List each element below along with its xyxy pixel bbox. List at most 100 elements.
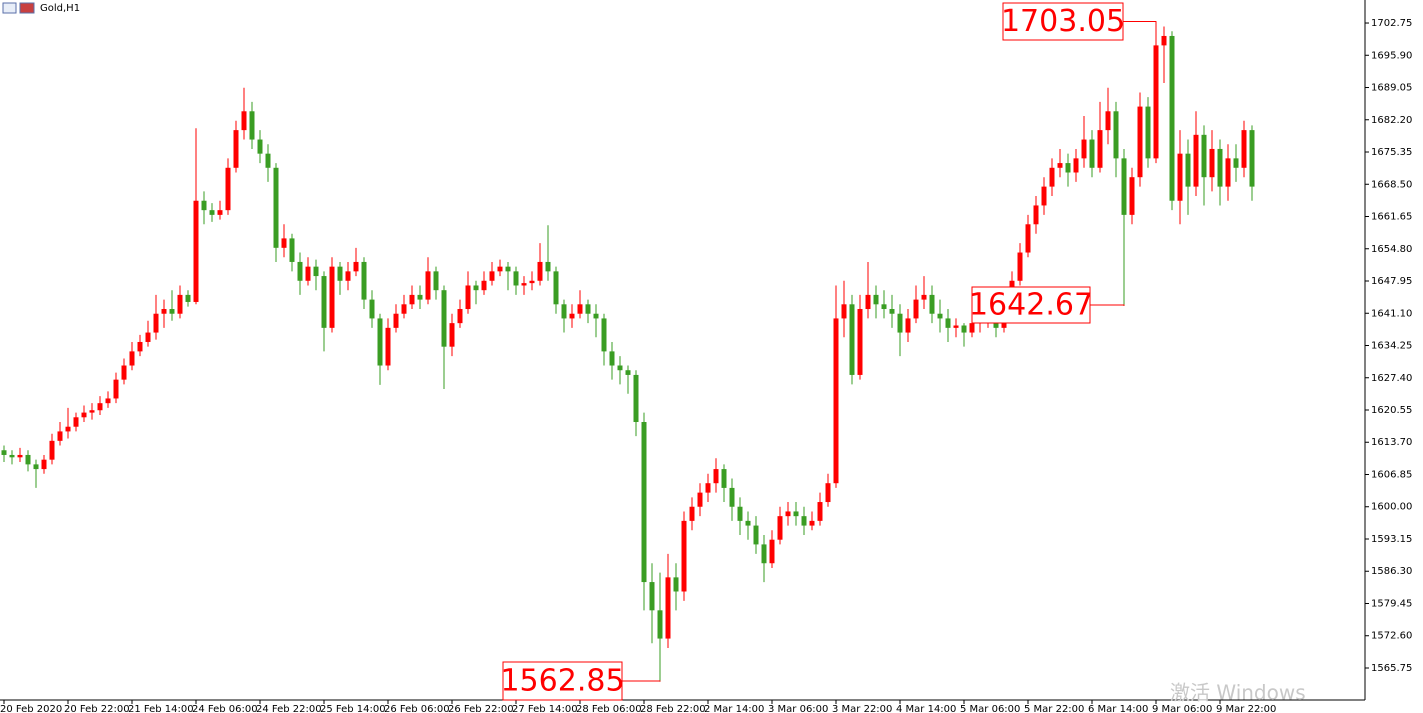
x-tick-label: 20 Feb 22:00 <box>64 704 130 713</box>
candle-body <box>233 130 239 168</box>
candle-body <box>1113 111 1119 159</box>
candle-body <box>769 539 775 564</box>
y-tick-label: 1647.95 <box>1371 276 1412 287</box>
candle-body <box>801 516 807 526</box>
candle-body <box>1105 111 1111 131</box>
candle-body <box>601 318 607 352</box>
candle-body <box>273 167 279 248</box>
watermark: 激活 Windows <box>1170 681 1306 705</box>
candle-body <box>465 285 471 310</box>
candle-body <box>361 261 367 300</box>
y-tick-label: 1634.25 <box>1371 341 1412 352</box>
candle-body <box>393 313 399 328</box>
candle-body <box>905 318 911 333</box>
candle-body <box>401 304 407 314</box>
y-tick-label: 1586.30 <box>1371 566 1412 577</box>
candle-body <box>1073 158 1079 173</box>
candle-body <box>969 323 975 333</box>
candle-body <box>641 422 647 583</box>
x-tick-label: 24 Feb 22:00 <box>256 704 322 713</box>
candle-body <box>129 351 135 366</box>
candle-body <box>1201 134 1207 178</box>
candle-body <box>145 332 151 342</box>
candle-body <box>961 325 967 333</box>
candle-body <box>217 210 223 215</box>
candle-body <box>625 370 631 375</box>
candle-body <box>1049 167 1055 187</box>
y-tick-label: 1600.00 <box>1371 502 1412 513</box>
y-tick-label: 1641.10 <box>1371 308 1412 319</box>
candle-body <box>1233 158 1239 168</box>
candle-body <box>281 238 287 248</box>
y-tick-label: 1682.20 <box>1371 115 1412 126</box>
candle-body <box>585 304 591 314</box>
candle-body <box>697 492 703 507</box>
candle-body <box>609 351 615 366</box>
annotation-label: 1562.85 <box>500 664 624 699</box>
candle-body <box>417 294 423 300</box>
candle-body <box>729 487 735 507</box>
candle-body <box>833 318 839 484</box>
candle-body <box>793 511 799 517</box>
candle-body <box>1249 130 1255 187</box>
annotation-box <box>971 286 1091 324</box>
x-tick-label: 27 Feb 14:00 <box>512 704 578 713</box>
candle-body <box>945 318 951 328</box>
candle-body <box>753 525 759 545</box>
x-tick-label: 25 Feb 14:00 <box>320 704 386 713</box>
y-tick-label: 1695.90 <box>1371 50 1412 61</box>
candle-body <box>537 261 543 281</box>
candle-body <box>529 280 535 284</box>
candle-body <box>241 111 247 131</box>
candle-body <box>649 582 655 611</box>
candle-body <box>473 285 479 291</box>
candle-body <box>353 261 359 272</box>
candle-body <box>817 502 823 521</box>
symbol-icon <box>19 2 35 14</box>
candle-body <box>673 577 679 592</box>
candle-body <box>121 365 127 380</box>
candle-body <box>1129 177 1135 215</box>
y-tick-label: 1661.65 <box>1371 212 1412 223</box>
candle-body <box>25 454 31 465</box>
candle-body <box>665 577 671 639</box>
x-tick-label: 6 Mar 14:00 <box>1088 704 1148 713</box>
candle-body <box>633 374 639 423</box>
y-tick-label: 1620.55 <box>1371 405 1412 416</box>
candle-body <box>137 341 143 352</box>
chart-title: Gold,H1 <box>40 3 80 14</box>
x-tick-label: 26 Feb 22:00 <box>448 704 514 713</box>
candle-body <box>1217 148 1223 187</box>
candle-body <box>49 440 55 460</box>
candle-body <box>225 167 231 211</box>
candle-body <box>897 313 903 333</box>
candle-body <box>569 313 575 319</box>
candle-body <box>249 111 255 140</box>
candle-body <box>489 271 495 281</box>
x-tick-label: 4 Mar 14:00 <box>896 704 956 713</box>
y-tick-label: 1579.45 <box>1371 598 1412 609</box>
candle-body <box>1145 106 1151 159</box>
candle-body <box>505 266 511 272</box>
candle-body <box>337 266 343 281</box>
candle-body <box>881 304 887 310</box>
candle-body <box>89 410 95 413</box>
candle-body <box>1137 106 1143 178</box>
x-tick-label: 26 Feb 06:00 <box>384 704 450 713</box>
candle-body <box>73 417 79 427</box>
candle-body <box>441 290 447 347</box>
candle-body <box>929 294 935 314</box>
annotation-box <box>502 661 623 701</box>
x-tick-label: 3 Mar 22:00 <box>832 704 892 713</box>
candle-body <box>1177 153 1183 201</box>
candle-body <box>617 365 623 371</box>
candle-body <box>737 506 743 521</box>
candle-body <box>33 464 39 470</box>
y-tick-label: 1613.70 <box>1371 437 1412 448</box>
candle-body <box>297 261 303 281</box>
x-tick-label: 5 Mar 06:00 <box>960 704 1020 713</box>
annotation-label: 1642.67 <box>969 288 1093 323</box>
candle-body <box>1089 139 1095 168</box>
